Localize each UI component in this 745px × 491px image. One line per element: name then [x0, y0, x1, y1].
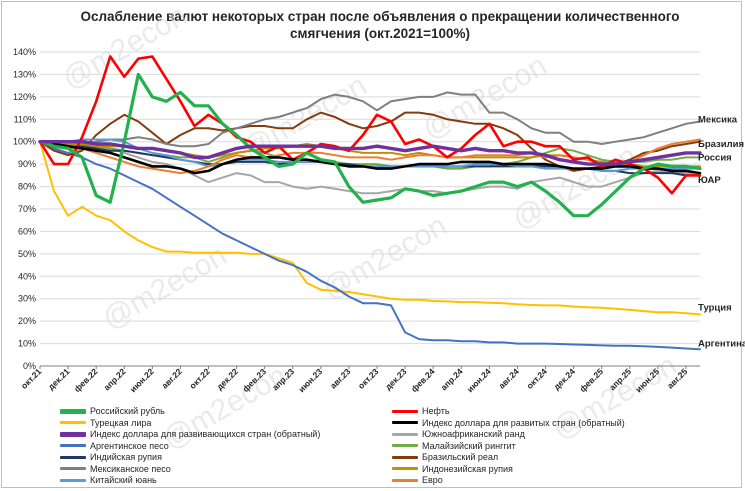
legend-item: Нефть — [392, 406, 450, 416]
x-tick-label: фев.24 — [409, 366, 437, 394]
legend-item: Индийская рупия — [60, 452, 162, 462]
x-tick-label: апр.24 — [439, 366, 465, 392]
y-tick-label: 130% — [13, 69, 36, 79]
series-lines — [38, 55, 702, 351]
y-tick-label: 10% — [18, 339, 36, 349]
y-tick-label: 80% — [18, 182, 36, 192]
x-tick-label: окт.23 — [356, 366, 381, 391]
legend-swatch — [392, 455, 418, 459]
legend-swatch — [392, 478, 418, 482]
legend-item: Бразильский реал — [392, 452, 498, 462]
y-tick-label: 90% — [18, 159, 36, 169]
legend-item: Индонезийская рупия — [392, 464, 513, 474]
series-line — [39, 140, 701, 351]
x-tick-label: дек.21 — [46, 366, 72, 392]
legend-label: Турецкая лира — [90, 417, 152, 428]
y-tick-label: 100% — [13, 137, 36, 147]
y-tick-label: 0% — [23, 361, 36, 371]
legend-swatch — [392, 421, 418, 424]
series-end-label: Бразилия — [698, 139, 744, 150]
x-tick-label: дек.24 — [551, 366, 577, 392]
watermark-text: @m2econ — [417, 49, 552, 146]
series-line — [39, 91, 701, 148]
legend-item: Турецкая лира — [60, 418, 151, 428]
legend-swatch — [392, 409, 418, 413]
x-tick-label: авг.23 — [328, 366, 353, 391]
legend-label: Индийская рупия — [90, 452, 162, 462]
legend-label: Малайзийский ринггит — [422, 440, 516, 451]
series-end-label: Аргентина — [698, 339, 745, 350]
x-tick-label: авг.22 — [159, 366, 184, 391]
legend-swatch — [392, 467, 418, 470]
y-tick-label: 60% — [18, 226, 36, 236]
y-tick-label: 50% — [18, 249, 36, 259]
x-tick-label: апр.22 — [102, 366, 128, 392]
legend-item: Мексиканское песо — [60, 464, 171, 474]
series-end-label: Россия — [698, 152, 732, 163]
legend-label: Индекс доллара для развивающихся стран (… — [90, 429, 321, 439]
x-tick-label: окт.22 — [187, 366, 212, 391]
y-tick-label: 120% — [13, 92, 36, 102]
x-tick-label: июн.23 — [296, 366, 324, 394]
series-line — [38, 140, 702, 175]
legend-label: Индекс доллара для развитых стран (обрат… — [422, 417, 625, 428]
legend-label: Китайский юань — [90, 475, 157, 485]
legend-item: Индекс доллара для развивающихся стран (… — [60, 429, 320, 439]
y-tick-label: 20% — [18, 316, 36, 326]
y-tick-label: 110% — [14, 114, 36, 124]
legend-item: Аргентинское песо — [60, 441, 169, 451]
series-end-label: ЮАР — [698, 175, 721, 186]
legend-swatch — [60, 408, 86, 414]
legend-label: Южноафриканский ранд — [422, 429, 525, 439]
series-line — [38, 72, 702, 218]
legend-swatch — [392, 444, 418, 447]
legend-swatch — [60, 455, 86, 459]
series-line — [38, 55, 702, 195]
legend-swatch — [60, 421, 86, 424]
legend-swatch — [60, 478, 86, 482]
y-tick-label: 40% — [18, 271, 36, 281]
legend-label: Индонезийская рупия — [422, 463, 513, 474]
legend-swatch — [392, 432, 418, 436]
series-line — [39, 140, 701, 195]
legend-label: Нефть — [422, 406, 450, 416]
chart-title: Ослабление валют некоторых стран после о… — [80, 9, 680, 41]
legend-item: Малайзийский ринггит — [392, 441, 516, 451]
end-labels: Мексика Бразилия Россия ЮАР Турция Аргентина — [698, 114, 745, 349]
legend-label: Бразильский реал — [422, 452, 499, 462]
x-tick-label: окт.24 — [524, 366, 549, 391]
x-tick-label: авг.24 — [496, 366, 521, 391]
legend-swatch — [60, 431, 86, 437]
y-tick-label: 30% — [18, 294, 36, 304]
series-line — [39, 140, 701, 316]
x-tick-label: фев.22 — [72, 366, 100, 394]
legend-item: Российский рубль — [60, 406, 165, 416]
legend-swatch — [60, 467, 86, 470]
x-tick-label: июн.22 — [128, 366, 156, 394]
x-tick-label: июн.24 — [465, 366, 493, 394]
watermark-text: @m2econ — [57, 0, 192, 96]
legend-item: Индекс доллара для развитых стран (обрат… — [392, 418, 625, 428]
watermark-text: @m2econ — [547, 349, 682, 446]
x-tick-label: дек.23 — [383, 366, 409, 392]
y-tick-label: 140% — [13, 47, 36, 57]
legend-label: Евро — [422, 475, 443, 485]
series-line — [38, 140, 702, 166]
legend-swatch — [60, 444, 86, 447]
legend-item: Евро — [392, 475, 443, 485]
y-tick-label: 70% — [18, 204, 36, 214]
legend-label: Российский рубль — [90, 406, 165, 416]
legend-label: Мексиканское песо — [90, 463, 171, 474]
series-end-label: Турция — [698, 303, 732, 314]
legend-item: Южноафриканский ранд — [392, 429, 525, 439]
series-end-label: Мексика — [698, 114, 738, 125]
legend-label: Аргентинское песо — [90, 440, 169, 451]
legend-item: Китайский юань — [60, 475, 157, 485]
